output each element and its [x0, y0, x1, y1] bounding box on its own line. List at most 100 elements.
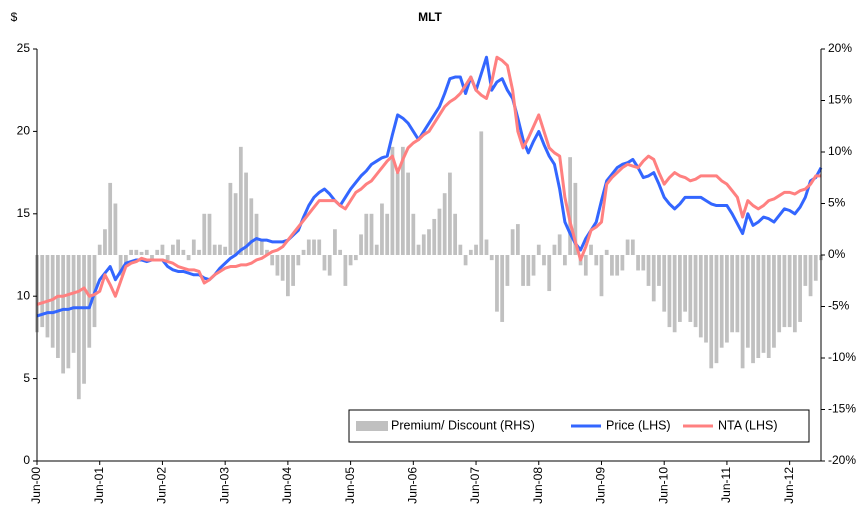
bar [495, 255, 499, 312]
bar [803, 255, 808, 286]
bar [364, 213, 369, 255]
bar [265, 249, 269, 255]
y-tick-label: 10 [17, 288, 31, 302]
bar [56, 255, 60, 358]
bar [390, 146, 395, 255]
bar [698, 255, 703, 338]
bar [688, 255, 693, 322]
bar [646, 255, 651, 286]
bar [531, 255, 536, 276]
bar [630, 239, 635, 255]
y-axis-label: $ [11, 10, 18, 24]
x-tick-label: Jun-11 [719, 467, 733, 503]
y-tick-label: 5 [23, 371, 30, 385]
bar [380, 203, 384, 255]
x-tick-label: Jun-08 [531, 467, 545, 504]
y-tick-label: 25 [17, 41, 31, 55]
x-tick-label: Jun-12 [782, 467, 796, 504]
bar [270, 255, 275, 266]
y2-tick-label: -20% [828, 453, 856, 467]
bar [489, 255, 494, 261]
bar [233, 193, 238, 255]
bar [484, 239, 489, 255]
bar [479, 131, 484, 255]
bar [343, 255, 348, 286]
bar [510, 229, 515, 255]
bar [787, 255, 792, 328]
y2-tick-label: -5% [828, 299, 850, 313]
bar [792, 255, 797, 333]
y-tick-label: 0 [23, 453, 30, 467]
bar [505, 255, 510, 286]
x-tick-label: Jun-06 [405, 467, 419, 504]
bar [176, 239, 181, 255]
bar [442, 193, 447, 255]
y2-tick-label: 5% [828, 196, 846, 210]
bar [71, 255, 76, 353]
bar [552, 244, 557, 255]
bar [432, 218, 437, 255]
bar [474, 244, 478, 255]
bar [333, 229, 337, 255]
bar [249, 198, 254, 255]
bar [160, 244, 165, 255]
bar [181, 249, 186, 255]
bar [223, 246, 228, 255]
bar [186, 255, 191, 261]
bar [740, 255, 745, 369]
bar [583, 255, 588, 276]
bar [144, 249, 149, 255]
bar [82, 255, 86, 384]
y-tick-label: 20 [17, 124, 31, 138]
bar [421, 234, 426, 255]
bar [458, 244, 463, 255]
bar-layer [35, 131, 823, 400]
bar [103, 229, 107, 255]
y2-tick-label: 0% [828, 247, 846, 261]
bar [207, 213, 212, 255]
bar [61, 255, 66, 374]
bar [526, 255, 531, 286]
bar [285, 255, 290, 297]
legend-swatch [356, 421, 388, 431]
x-tick-label: Jun-02 [155, 467, 169, 504]
bar [468, 249, 473, 255]
bar [667, 255, 672, 328]
bar [259, 239, 264, 255]
bar [134, 249, 139, 255]
y2-tick-label: 15% [828, 93, 852, 107]
x-tick-label: Jun-09 [594, 467, 608, 504]
bar [374, 244, 379, 255]
bar [280, 255, 285, 281]
bar [406, 172, 410, 255]
bar [536, 244, 541, 255]
bar [50, 255, 55, 348]
x-tick-label: Jun-10 [656, 467, 670, 504]
legend-label: NTA (LHS) [718, 418, 778, 432]
y2-tick-label: 20% [828, 41, 852, 55]
y-tick-label: 15 [17, 206, 31, 220]
bar [604, 249, 609, 255]
bar [709, 255, 714, 369]
bar [45, 255, 50, 338]
bar [547, 255, 552, 292]
bar [353, 255, 358, 261]
line [36, 55, 823, 318]
bar [777, 255, 782, 333]
bar [171, 244, 175, 255]
y2-tick-label: -10% [828, 350, 856, 364]
legend-label: Price (LHS) [606, 418, 671, 432]
bar [359, 234, 363, 255]
legend-label: Premium/ Discount (RHS) [391, 418, 535, 432]
bar [244, 172, 248, 255]
bar [76, 255, 81, 400]
x-tick-label: Jun-01 [92, 467, 106, 504]
bar [766, 255, 771, 358]
bar [416, 244, 421, 255]
x-tick-label: Jun-00 [29, 467, 43, 504]
bar [395, 172, 400, 255]
y2-tick-label: -15% [828, 402, 856, 416]
bar [369, 213, 374, 255]
x-tick-label: Jun-07 [468, 467, 482, 504]
